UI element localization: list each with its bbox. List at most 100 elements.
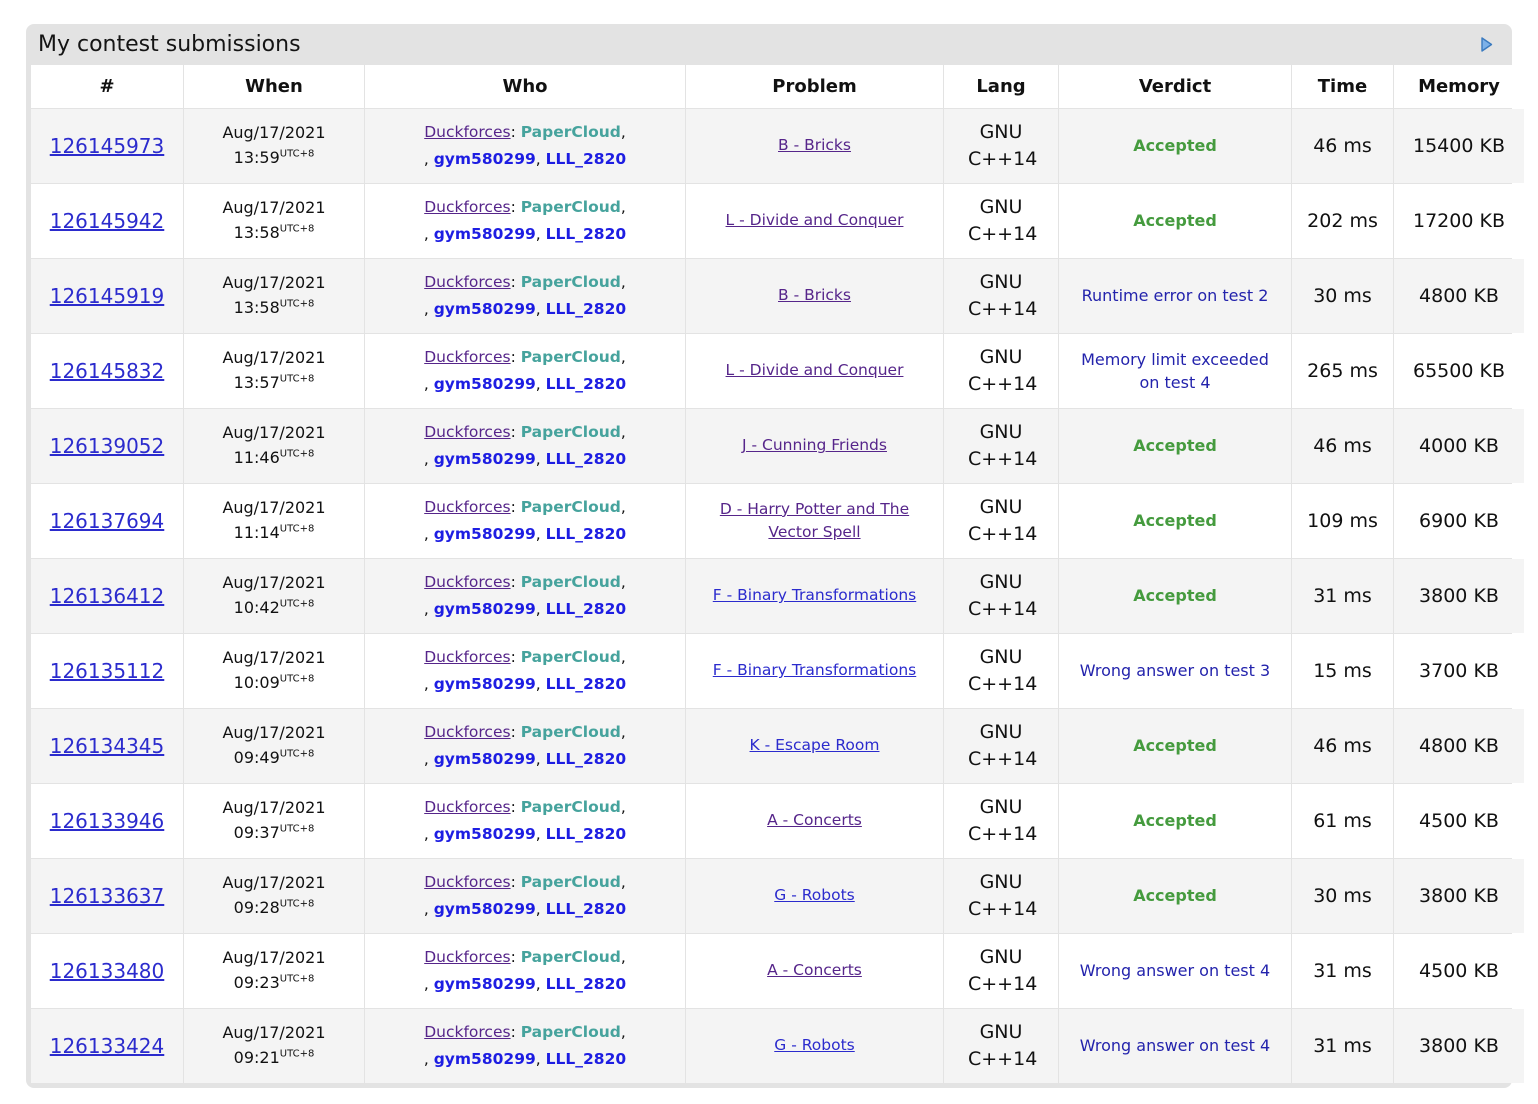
submission-id-link[interactable]: 126133424 xyxy=(49,1034,165,1058)
member-handle-link[interactable]: LLL_2820 xyxy=(545,300,627,318)
problem-link[interactable]: G - Robots xyxy=(774,886,855,905)
submission-lang-cell: GNU C++14 xyxy=(944,109,1058,183)
problem-link[interactable]: K - Escape Room xyxy=(749,736,880,755)
submission-id-link[interactable]: 126145942 xyxy=(49,209,165,233)
submission-id-link[interactable]: 126133480 xyxy=(49,959,165,983)
verdict-label[interactable]: Wrong answer on test 3 xyxy=(1079,661,1271,681)
problem-link[interactable]: D - Harry Potter and The Vector Spell xyxy=(719,499,910,541)
member-handle-link[interactable]: PaperCloud xyxy=(520,497,621,516)
verdict-label[interactable]: Accepted xyxy=(1133,511,1217,531)
team-link[interactable]: Duckforces xyxy=(424,422,511,441)
problem-link[interactable]: L - Divide and Conquer xyxy=(725,361,904,380)
member-handle-link[interactable]: PaperCloud xyxy=(520,1022,621,1041)
member-handle-link[interactable]: LLL_2820 xyxy=(545,150,627,168)
submission-id-link[interactable]: 126137694 xyxy=(49,509,165,533)
problem-link[interactable]: B - Bricks xyxy=(778,286,851,305)
problem-link[interactable]: F - Binary Transformations xyxy=(712,586,917,605)
verdict-label[interactable]: Runtime error on test 2 xyxy=(1081,286,1269,306)
submission-id-link[interactable]: 126145973 xyxy=(49,134,165,158)
member-handle-link[interactable]: PaperCloud xyxy=(520,647,621,666)
problem-link[interactable]: A - Concerts xyxy=(767,811,862,830)
submission-id-link[interactable]: 126135112 xyxy=(49,659,165,683)
team-link[interactable]: Duckforces xyxy=(424,122,511,141)
member-handle-link[interactable]: LLL_2820 xyxy=(545,900,627,918)
team-link[interactable]: Duckforces xyxy=(424,572,511,591)
member-handle-link[interactable]: gym580299 xyxy=(433,1050,536,1068)
member-handle-link[interactable]: gym580299 xyxy=(433,525,536,543)
member-handle-link[interactable]: LLL_2820 xyxy=(545,975,627,993)
verdict-label[interactable]: Accepted xyxy=(1133,886,1217,906)
member-handle-link[interactable]: gym580299 xyxy=(433,750,536,768)
team-link[interactable]: Duckforces xyxy=(424,647,511,666)
member-handle-link[interactable]: LLL_2820 xyxy=(545,675,627,693)
member-handle-link[interactable]: gym580299 xyxy=(433,375,536,393)
problem-link[interactable]: F - Binary Transformations xyxy=(712,661,917,680)
member-handle-link[interactable]: PaperCloud xyxy=(520,197,621,216)
verdict-label[interactable]: Wrong answer on test 4 xyxy=(1079,1036,1271,1056)
member-handle-link[interactable]: PaperCloud xyxy=(520,422,621,441)
member-handle-link[interactable]: PaperCloud xyxy=(520,797,621,816)
member-handle-link[interactable]: gym580299 xyxy=(433,225,536,243)
verdict-label[interactable]: Wrong answer on test 4 xyxy=(1079,961,1271,981)
submission-date: Aug/17/2021 xyxy=(222,723,326,743)
verdict-label[interactable]: Accepted xyxy=(1133,136,1217,156)
member-handle-link[interactable]: PaperCloud xyxy=(520,122,621,141)
submission-id-link[interactable]: 126134345 xyxy=(49,734,165,758)
member-handle-link[interactable]: LLL_2820 xyxy=(545,225,627,243)
team-link[interactable]: Duckforces xyxy=(424,872,511,891)
member-handle-link[interactable]: gym580299 xyxy=(433,975,536,993)
team-link[interactable]: Duckforces xyxy=(424,947,511,966)
timezone-label: UTC+8 xyxy=(279,598,315,610)
problem-link[interactable]: J - Cunning Friends xyxy=(742,436,887,455)
team-link[interactable]: Duckforces xyxy=(424,347,511,366)
member-handle-link[interactable]: gym580299 xyxy=(433,450,536,468)
member-handle-link[interactable]: PaperCloud xyxy=(520,272,621,291)
member-handle-link[interactable]: LLL_2820 xyxy=(545,1050,627,1068)
lang-label: GNU C++14 xyxy=(968,421,1038,470)
problem-link[interactable]: G - Robots xyxy=(774,1036,855,1055)
member-handle-link[interactable]: LLL_2820 xyxy=(545,450,627,468)
submission-id-link[interactable]: 126139052 xyxy=(49,434,165,458)
member-handle-link[interactable]: LLL_2820 xyxy=(545,375,627,393)
member-handle-link[interactable]: PaperCloud xyxy=(520,872,621,891)
member-handle-link[interactable]: LLL_2820 xyxy=(545,825,627,843)
team-link[interactable]: Duckforces xyxy=(424,1022,511,1041)
submission-id-link[interactable]: 126133637 xyxy=(49,884,165,908)
member-handle-link[interactable]: gym580299 xyxy=(433,600,536,618)
member-handle-link[interactable]: PaperCloud xyxy=(520,572,621,591)
member-handle-link[interactable]: gym580299 xyxy=(433,150,536,168)
team-link[interactable]: Duckforces xyxy=(424,497,511,516)
verdict-label[interactable]: Accepted xyxy=(1133,811,1217,831)
member-handle-link[interactable]: LLL_2820 xyxy=(545,750,627,768)
submission-date: Aug/17/2021 xyxy=(222,1023,326,1043)
team-link[interactable]: Duckforces xyxy=(424,797,511,816)
member-handle-link[interactable]: gym580299 xyxy=(433,300,536,318)
member-handle-link[interactable]: gym580299 xyxy=(433,825,536,843)
team-link[interactable]: Duckforces xyxy=(424,722,511,741)
problem-link[interactable]: B - Bricks xyxy=(778,136,851,155)
submission-id-link[interactable]: 126145919 xyxy=(49,284,165,308)
lang-label: GNU C++14 xyxy=(968,346,1038,395)
member-handle-link[interactable]: PaperCloud xyxy=(520,347,621,366)
verdict-label[interactable]: Accepted xyxy=(1133,736,1217,756)
verdict-label[interactable]: Accepted xyxy=(1133,436,1217,456)
problem-link[interactable]: A - Concerts xyxy=(767,961,862,980)
submission-id-link[interactable]: 126145832 xyxy=(49,359,165,383)
verdict-label[interactable]: Memory limit exceeded on test 4 xyxy=(1081,349,1269,392)
problem-link[interactable]: L - Divide and Conquer xyxy=(725,211,904,230)
member-handle-link[interactable]: PaperCloud xyxy=(520,947,621,966)
submission-row: 126136412 Aug/17/2021 10:42UTC+8 Duckforces… xyxy=(31,559,1524,633)
verdict-label[interactable]: Accepted xyxy=(1133,586,1217,606)
team-link[interactable]: Duckforces xyxy=(424,272,511,291)
expand-right-triangle-icon[interactable] xyxy=(1479,36,1494,53)
team-link[interactable]: Duckforces xyxy=(424,197,511,216)
member-handle-link[interactable]: gym580299 xyxy=(433,675,536,693)
member-handle-link[interactable]: gym580299 xyxy=(433,900,536,918)
member-handle-link[interactable]: LLL_2820 xyxy=(545,600,627,618)
member-handle-link[interactable]: LLL_2820 xyxy=(545,525,627,543)
submission-id-link[interactable]: 126136412 xyxy=(49,584,165,608)
verdict-label[interactable]: Accepted xyxy=(1133,211,1217,231)
member-handle-link[interactable]: PaperCloud xyxy=(520,722,621,741)
submission-id-cell: 126145973 xyxy=(31,109,183,183)
submission-id-link[interactable]: 126133946 xyxy=(49,809,165,833)
